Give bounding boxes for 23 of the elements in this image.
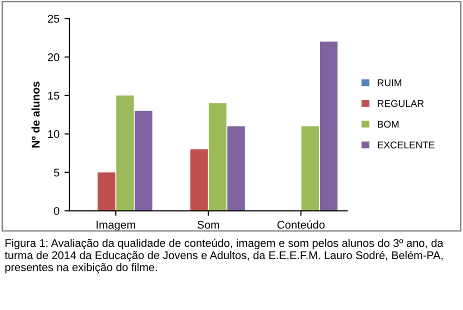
y-axis-title: Nº de alunos [31,82,40,148]
bar [134,110,152,211]
y-tick-label: 25 [48,14,60,23]
legend-label: BOM [378,120,398,128]
x-tick-label: Som [197,220,220,229]
y-tick-label: 15 [48,92,60,100]
y-tick-label: 20 [48,53,60,62]
bar [98,172,116,211]
x-tick-label: Conteúdo [277,220,325,229]
bar [227,126,245,211]
y-tick-label: 0 [54,207,60,215]
text: Figura 1: Avaliação da qualidade de conteúdo, imagem e som pelos alunos do 3º ano, da turma de 2014 da Educação de Jovens e Adultos, da E.E.E.F.M. Lauro Sodré, Belém-PA, presentes na exibição do filme. [4,238,444,274]
bar [301,126,320,211]
y-tick-label: 10 [48,130,60,138]
bar [208,103,226,211]
x-tick-label: Imagem [96,220,136,231]
bar [190,149,208,211]
bar [320,42,338,211]
y-tick-label: 5 [54,168,60,176]
legend-label: RUIM [378,79,402,86]
bar [116,95,134,211]
legend-label: REGULAR [378,100,424,107]
legend-label: EXCELENTE [378,142,435,148]
